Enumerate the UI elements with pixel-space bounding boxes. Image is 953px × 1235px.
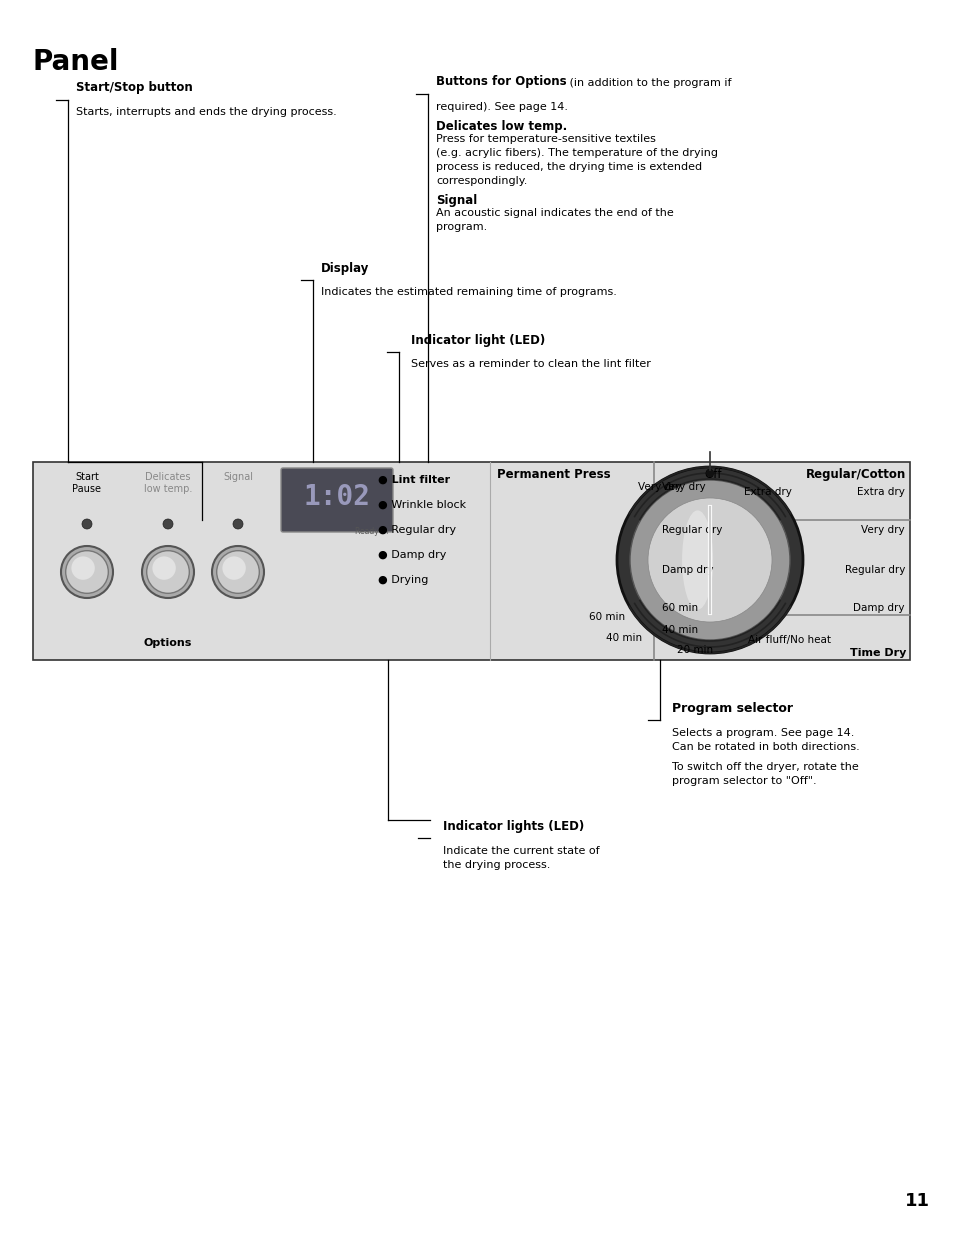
Text: correspondingly.: correspondingly. bbox=[436, 177, 527, 186]
Text: Panel: Panel bbox=[33, 48, 119, 77]
Text: ● Damp dry: ● Damp dry bbox=[377, 550, 446, 559]
Text: ● Drying: ● Drying bbox=[377, 576, 428, 585]
Text: 20 min: 20 min bbox=[677, 645, 712, 655]
Text: Ready in: Ready in bbox=[355, 527, 388, 536]
Circle shape bbox=[147, 551, 189, 593]
FancyBboxPatch shape bbox=[281, 468, 393, 532]
Text: Can be rotated in both directions.: Can be rotated in both directions. bbox=[671, 742, 859, 752]
Text: program.: program. bbox=[436, 222, 487, 232]
Circle shape bbox=[647, 498, 771, 622]
Text: Damp dry: Damp dry bbox=[661, 564, 713, 576]
Text: Buttons for Options: Buttons for Options bbox=[436, 75, 566, 88]
Circle shape bbox=[629, 480, 789, 640]
Text: 11: 11 bbox=[904, 1192, 929, 1210]
Text: Signal: Signal bbox=[223, 472, 253, 482]
Text: program selector to "Off".: program selector to "Off". bbox=[671, 776, 816, 785]
Text: required). See page 14.: required). See page 14. bbox=[436, 103, 567, 112]
Circle shape bbox=[233, 519, 243, 529]
Text: Indicator light (LED): Indicator light (LED) bbox=[411, 333, 545, 347]
Text: 40 min: 40 min bbox=[605, 634, 641, 643]
Text: Extra dry: Extra dry bbox=[743, 487, 791, 496]
Text: Very dry: Very dry bbox=[638, 482, 681, 492]
Circle shape bbox=[152, 557, 175, 579]
Circle shape bbox=[216, 551, 259, 593]
Text: Delicates
low temp.: Delicates low temp. bbox=[144, 472, 192, 494]
Circle shape bbox=[163, 519, 172, 529]
Text: Regular dry: Regular dry bbox=[843, 564, 904, 576]
Text: Indicate the current state of: Indicate the current state of bbox=[442, 846, 599, 856]
Circle shape bbox=[705, 469, 713, 477]
Text: Signal: Signal bbox=[436, 194, 476, 207]
Text: Damp dry: Damp dry bbox=[853, 603, 904, 613]
Text: To switch off the dryer, rotate the: To switch off the dryer, rotate the bbox=[671, 762, 858, 772]
Text: 40 min: 40 min bbox=[661, 625, 698, 635]
Text: Very dry: Very dry bbox=[661, 482, 705, 492]
Text: Very dry: Very dry bbox=[861, 525, 904, 535]
Circle shape bbox=[617, 467, 802, 653]
Text: Selects a program. See page 14.: Selects a program. See page 14. bbox=[671, 727, 854, 739]
Text: Display: Display bbox=[320, 262, 369, 275]
Text: An acoustic signal indicates the end of the: An acoustic signal indicates the end of … bbox=[436, 207, 673, 219]
Text: (e.g. acrylic fibers). The temperature of the drying: (e.g. acrylic fibers). The temperature o… bbox=[436, 148, 718, 158]
Text: 1:02: 1:02 bbox=[303, 483, 370, 511]
Ellipse shape bbox=[681, 510, 712, 610]
Text: Indicates the estimated remaining time of programs.: Indicates the estimated remaining time o… bbox=[320, 287, 617, 296]
Text: Air fluff/No heat: Air fluff/No heat bbox=[748, 635, 831, 645]
Text: Program selector: Program selector bbox=[671, 701, 792, 715]
Text: Start/Stop button: Start/Stop button bbox=[76, 82, 193, 94]
Text: (in addition to the program if: (in addition to the program if bbox=[565, 78, 731, 88]
Text: ● Wrinkle block: ● Wrinkle block bbox=[377, 500, 466, 510]
Text: Starts, interrupts and ends the drying process.: Starts, interrupts and ends the drying p… bbox=[76, 107, 336, 117]
Text: Start
Pause: Start Pause bbox=[72, 472, 101, 494]
Text: Indicator lights (LED): Indicator lights (LED) bbox=[442, 820, 583, 832]
Text: Options: Options bbox=[144, 638, 192, 648]
Text: ● Regular dry: ● Regular dry bbox=[377, 525, 456, 535]
Circle shape bbox=[222, 557, 246, 579]
Text: process is reduced, the drying time is extended: process is reduced, the drying time is e… bbox=[436, 162, 701, 172]
Text: 60 min: 60 min bbox=[661, 603, 698, 613]
Text: Extra dry: Extra dry bbox=[856, 487, 904, 496]
Text: Delicates low temp.: Delicates low temp. bbox=[436, 120, 567, 133]
Circle shape bbox=[66, 551, 109, 593]
Text: Time Dry: Time Dry bbox=[849, 648, 905, 658]
Circle shape bbox=[71, 557, 94, 579]
Text: ● Lint filter: ● Lint filter bbox=[377, 475, 450, 485]
Circle shape bbox=[61, 546, 112, 598]
Text: Off: Off bbox=[703, 468, 721, 480]
Text: Press for temperature-sensitive textiles: Press for temperature-sensitive textiles bbox=[436, 135, 656, 144]
Circle shape bbox=[142, 546, 193, 598]
Text: the drying process.: the drying process. bbox=[442, 860, 550, 869]
Text: Regular dry: Regular dry bbox=[661, 525, 721, 535]
Text: Regular/Cotton: Regular/Cotton bbox=[805, 468, 905, 480]
Bar bbox=[33, 462, 909, 659]
Circle shape bbox=[212, 546, 264, 598]
Text: Permanent Press: Permanent Press bbox=[497, 468, 610, 480]
Circle shape bbox=[82, 519, 91, 529]
Text: 60 min: 60 min bbox=[588, 613, 624, 622]
Text: Serves as a reminder to clean the lint filter: Serves as a reminder to clean the lint f… bbox=[411, 359, 650, 369]
